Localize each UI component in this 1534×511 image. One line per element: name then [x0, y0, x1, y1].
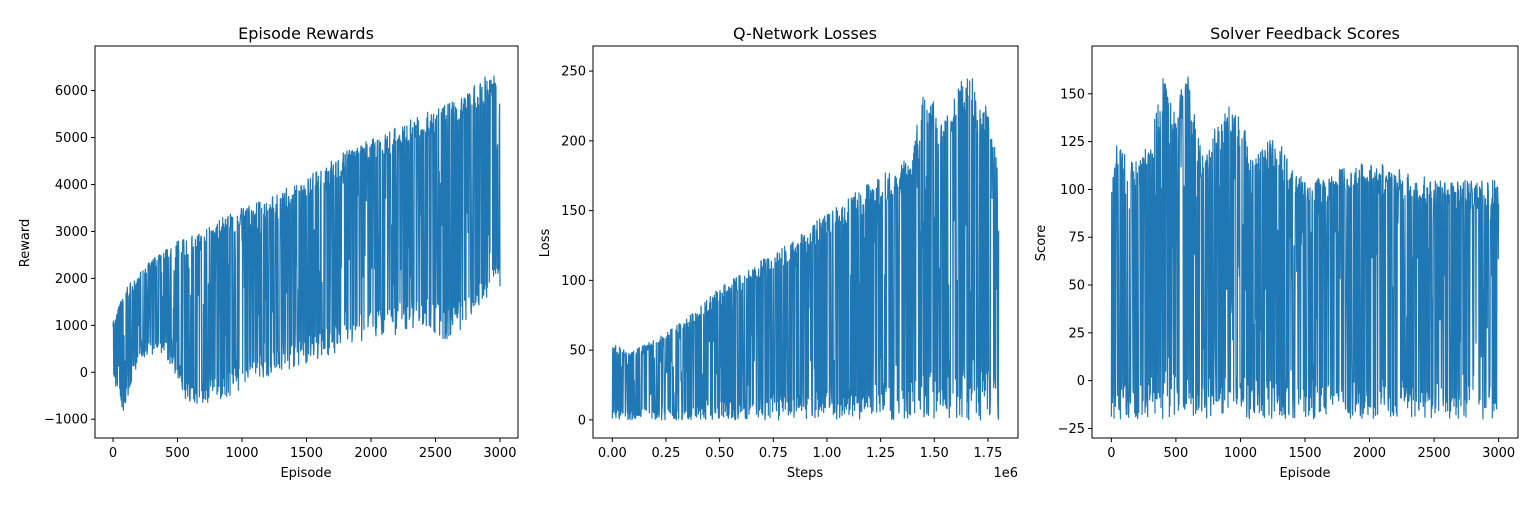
x-tick-label: 1.75 [973, 446, 1002, 461]
x-tick-label: 1.25 [866, 446, 895, 461]
y-axis: 0 50 100 150 200 250 [561, 65, 593, 428]
y-axis-label: Score [1034, 225, 1049, 261]
y-tick-label: 50 [569, 344, 586, 359]
y-tick-label: 75 [1068, 231, 1085, 246]
x-tick-label: 1500 [290, 446, 323, 461]
x-tick-label: 0 [109, 446, 117, 461]
y-tick-label: 0 [80, 366, 88, 381]
chart-episode-rewards: Episode Rewards 0 500 1000 1500 2000 2500 3000… [18, 24, 519, 481]
y-tick-label: 0 [578, 413, 586, 428]
x-tick-label: 500 [165, 446, 190, 461]
x-tick-label: 1500 [1288, 446, 1321, 461]
series-line [611, 78, 1000, 421]
x-tick-label: 0 [1107, 446, 1115, 461]
y-tick-label: 2000 [55, 272, 88, 287]
x-tick-label: 1000 [1224, 446, 1257, 461]
x-tick-label: 2000 [354, 446, 387, 461]
x-tick-label: 0.25 [652, 446, 681, 461]
x-axis: 0.00 0.25 0.50 0.75 1.00 1.25 1.50 1.75 [598, 438, 1002, 461]
y-tick-label: 0 [1077, 374, 1085, 389]
y-tick-label: 25 [1068, 326, 1085, 341]
y-axis: −25 0 25 50 75 100 125 150 [1058, 87, 1092, 437]
y-axis-label: Reward [18, 219, 33, 267]
y-tick-label: 1000 [55, 319, 88, 334]
y-tick-label: 125 [1060, 135, 1085, 150]
y-tick-label: 6000 [55, 84, 88, 99]
series-line [112, 75, 501, 411]
chart-title: Episode Rewards [238, 24, 374, 43]
y-axis: −1000 0 1000 2000 3000 4000 5000 6000 [44, 84, 95, 428]
x-tick-label: 0.50 [705, 446, 734, 461]
x-tick-label: 2500 [1418, 446, 1451, 461]
y-tick-label: 5000 [55, 131, 88, 146]
y-tick-label: 3000 [55, 225, 88, 240]
y-tick-label: 100 [1060, 183, 1085, 198]
x-axis-label: Episode [1279, 466, 1330, 481]
plot-area [611, 78, 1000, 421]
x-tick-label: 2000 [1353, 446, 1386, 461]
y-tick-label: 50 [1068, 279, 1085, 294]
x-tick-label: 0.00 [598, 446, 627, 461]
y-tick-label: 150 [561, 204, 586, 219]
x-tick-label: 3000 [1482, 446, 1515, 461]
y-tick-label: 250 [561, 65, 586, 80]
x-axis-scale-label: 1e6 [993, 466, 1018, 481]
y-tick-label: −1000 [44, 413, 88, 428]
x-axis: 0 500 1000 1500 2000 2500 3000 [1107, 438, 1515, 461]
y-tick-label: 4000 [55, 178, 88, 193]
y-tick-label: 200 [561, 134, 586, 149]
x-axis-label: Steps [787, 466, 824, 481]
x-tick-label: 2500 [419, 446, 452, 461]
chart-q-network-losses: Q-Network Losses 0.00 0.25 0.50 0.75 1.00 1.2… [538, 24, 1019, 481]
plot-area [112, 75, 501, 411]
y-tick-label: 150 [1060, 87, 1085, 102]
chart-title: Solver Feedback Scores [1210, 24, 1400, 43]
x-tick-label: 1.50 [920, 446, 949, 461]
y-tick-label: −25 [1058, 422, 1085, 437]
x-tick-label: 500 [1163, 446, 1188, 461]
x-tick-label: 1.00 [812, 446, 841, 461]
chart-title: Q-Network Losses [733, 24, 877, 43]
plot-area [1110, 76, 1500, 420]
x-axis-label: Episode [280, 466, 331, 481]
chart-solver-feedback-scores: Solver Feedback Scores 0 500 1000 1500 2000 2… [1034, 24, 1519, 481]
y-axis-label: Loss [538, 229, 553, 258]
y-tick-label: 100 [561, 274, 586, 289]
x-tick-label: 1000 [225, 446, 258, 461]
x-tick-label: 3000 [483, 446, 516, 461]
x-axis: 0 500 1000 1500 2000 2500 3000 [109, 438, 516, 461]
axes-frame [592, 45, 1019, 439]
x-tick-label: 0.75 [759, 446, 788, 461]
series-line [1110, 76, 1500, 420]
